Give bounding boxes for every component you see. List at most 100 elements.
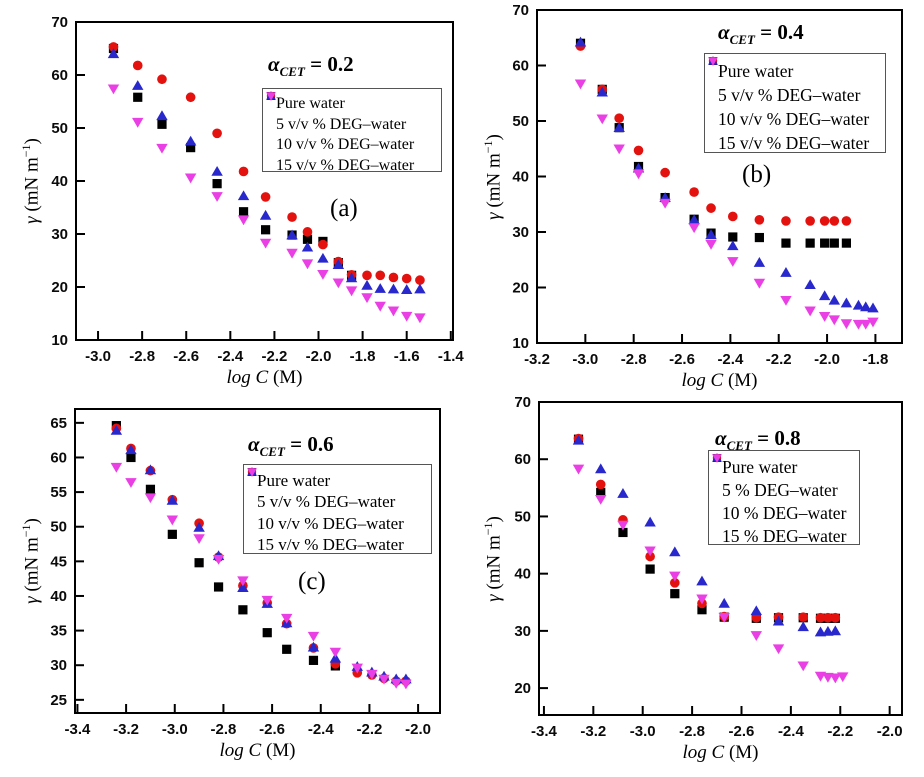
data-point-deg15 — [317, 269, 329, 280]
alpha-symbol: α — [715, 426, 727, 450]
alpha-symbol: α — [718, 20, 730, 44]
y-unit-close: ) — [483, 515, 505, 522]
x-label-units: (M) — [268, 367, 303, 388]
data-point-deg15 — [212, 554, 225, 565]
data-point-pure_water — [261, 225, 271, 235]
data-point-pure_water — [213, 582, 224, 592]
y-tick-label: 55 — [50, 484, 67, 501]
panel-c: -3.4 -3.2 -3.0 -2.8 -2.6 -2.4 -2.2 -2.0 25 30 35 40… — [0, 390, 462, 777]
x-tick-label: -2.8 — [211, 721, 237, 738]
data-point-deg15 — [237, 215, 250, 226]
data-point-deg15 — [132, 117, 144, 128]
data-point-deg15 — [632, 169, 645, 180]
y-unit-text: (mN m — [21, 537, 43, 597]
data-point-deg5 — [841, 216, 852, 226]
alpha-cet-annotation: αCET = 0.8 — [715, 426, 801, 454]
data-point-deg10 — [772, 615, 785, 626]
y-tick-label: 35 — [50, 623, 67, 640]
x-tick-label: -3.0 — [85, 348, 111, 365]
y-unit-text: (mN m — [483, 534, 505, 594]
y-tick-label: 40 — [514, 566, 531, 583]
x-tick-label: -3.4 — [531, 723, 558, 740]
x-tick-label: -2.8 — [129, 348, 155, 365]
data-point-deg5 — [132, 60, 143, 71]
data-point-deg5 — [415, 275, 425, 285]
legend-label: 15 % DEG–water — [722, 526, 847, 546]
data-point-deg15 — [144, 493, 157, 504]
y-tick-label: 10 — [51, 332, 68, 349]
legend-label: Pure water — [722, 457, 798, 477]
data-point-deg10 — [688, 214, 700, 225]
alpha-subscript: CET — [726, 438, 752, 454]
y-tick-label: 50 — [514, 508, 531, 525]
data-point-deg15 — [705, 239, 717, 250]
x-label-units: (M) — [723, 370, 758, 391]
data-point-deg5 — [798, 612, 809, 622]
data-point-deg15 — [193, 534, 205, 545]
data-point-deg10 — [696, 575, 708, 586]
x-tick-label: -2.2 — [766, 351, 792, 368]
alpha-value: = 0.4 — [754, 20, 804, 44]
data-point-pure_water — [262, 628, 272, 638]
x-axis-label: log C (M) — [165, 367, 365, 389]
data-point-pure_water — [126, 452, 136, 463]
x-tick-label: -2.8 — [621, 351, 647, 368]
data-point-deg5 — [645, 551, 655, 562]
data-point-deg15 — [718, 612, 730, 623]
x-tick-label: -3.2 — [524, 351, 550, 368]
x-tick-label: -1.6 — [394, 348, 420, 365]
y-tick-label: 50 — [512, 113, 529, 130]
data-point-deg5 — [815, 612, 826, 623]
data-point-deg15 — [374, 301, 386, 312]
data-point-deg10 — [286, 229, 298, 240]
data-point-deg10 — [211, 165, 223, 176]
data-point-deg15 — [753, 278, 766, 289]
y-tick-label: 60 — [512, 58, 529, 75]
alpha-subscript: CET — [729, 32, 755, 48]
data-point-deg10 — [332, 259, 345, 270]
alpha-cet-annotation: αCET = 0.4 — [718, 20, 804, 48]
legend-item-deg5: 5 v/v % DEG–water — [266, 91, 437, 136]
panel-letter-b: (b) — [742, 161, 772, 188]
x-label-units: (M) — [724, 742, 759, 763]
axis-frame — [74, 408, 441, 714]
x-tick-label: -2.2 — [261, 348, 287, 365]
x-tick-label: -2.0 — [877, 723, 903, 740]
x-tick-label: -3.4 — [65, 721, 92, 738]
data-point-deg15 — [750, 631, 763, 641]
y-tick-label: 20 — [514, 680, 531, 697]
data-point-pure_water — [133, 92, 143, 102]
axis-frame — [75, 21, 454, 341]
x-tick-label: -3.2 — [580, 723, 606, 740]
data-point-pure_water — [754, 232, 764, 243]
x-axis-label: log C (M) — [158, 740, 358, 762]
y-unit-sup: −1 — [481, 521, 495, 535]
legend-item-pure_water: Pure water — [709, 57, 881, 83]
triangle-down-icon — [712, 454, 722, 463]
axis-frame — [538, 401, 903, 716]
data-point-deg15 — [574, 79, 587, 90]
data-point-deg10 — [750, 605, 763, 616]
y-tick-label: 70 — [514, 394, 531, 411]
y-tick-label: 40 — [51, 173, 68, 190]
data-point-deg5 — [660, 167, 670, 178]
x-tick-label: -2.0 — [814, 351, 840, 368]
data-point-deg15 — [613, 144, 625, 155]
legend-label: 10 % DEG–water — [722, 503, 847, 523]
x-tick-label: -2.0 — [405, 721, 431, 738]
data-point-deg5 — [689, 187, 699, 197]
data-point-deg10 — [852, 299, 865, 310]
data-point-pure_water — [596, 487, 606, 498]
data-point-pure_water — [282, 644, 292, 654]
legend-label: Pure water — [257, 470, 331, 490]
x-tick-label: -2.6 — [173, 348, 199, 365]
data-point-deg10 — [237, 190, 250, 201]
legend-item-pure_water: Pure water — [248, 468, 427, 492]
alpha-subscript: CET — [259, 444, 285, 460]
data-point-pure_water — [186, 143, 196, 153]
data-point-deg10 — [669, 546, 681, 557]
legend-label: 15 v/v % DEG–water — [276, 156, 415, 174]
x-tick-label: -2.2 — [827, 723, 853, 740]
x-tick-label: -2.4 — [778, 723, 805, 740]
data-point-deg15 — [772, 644, 785, 655]
